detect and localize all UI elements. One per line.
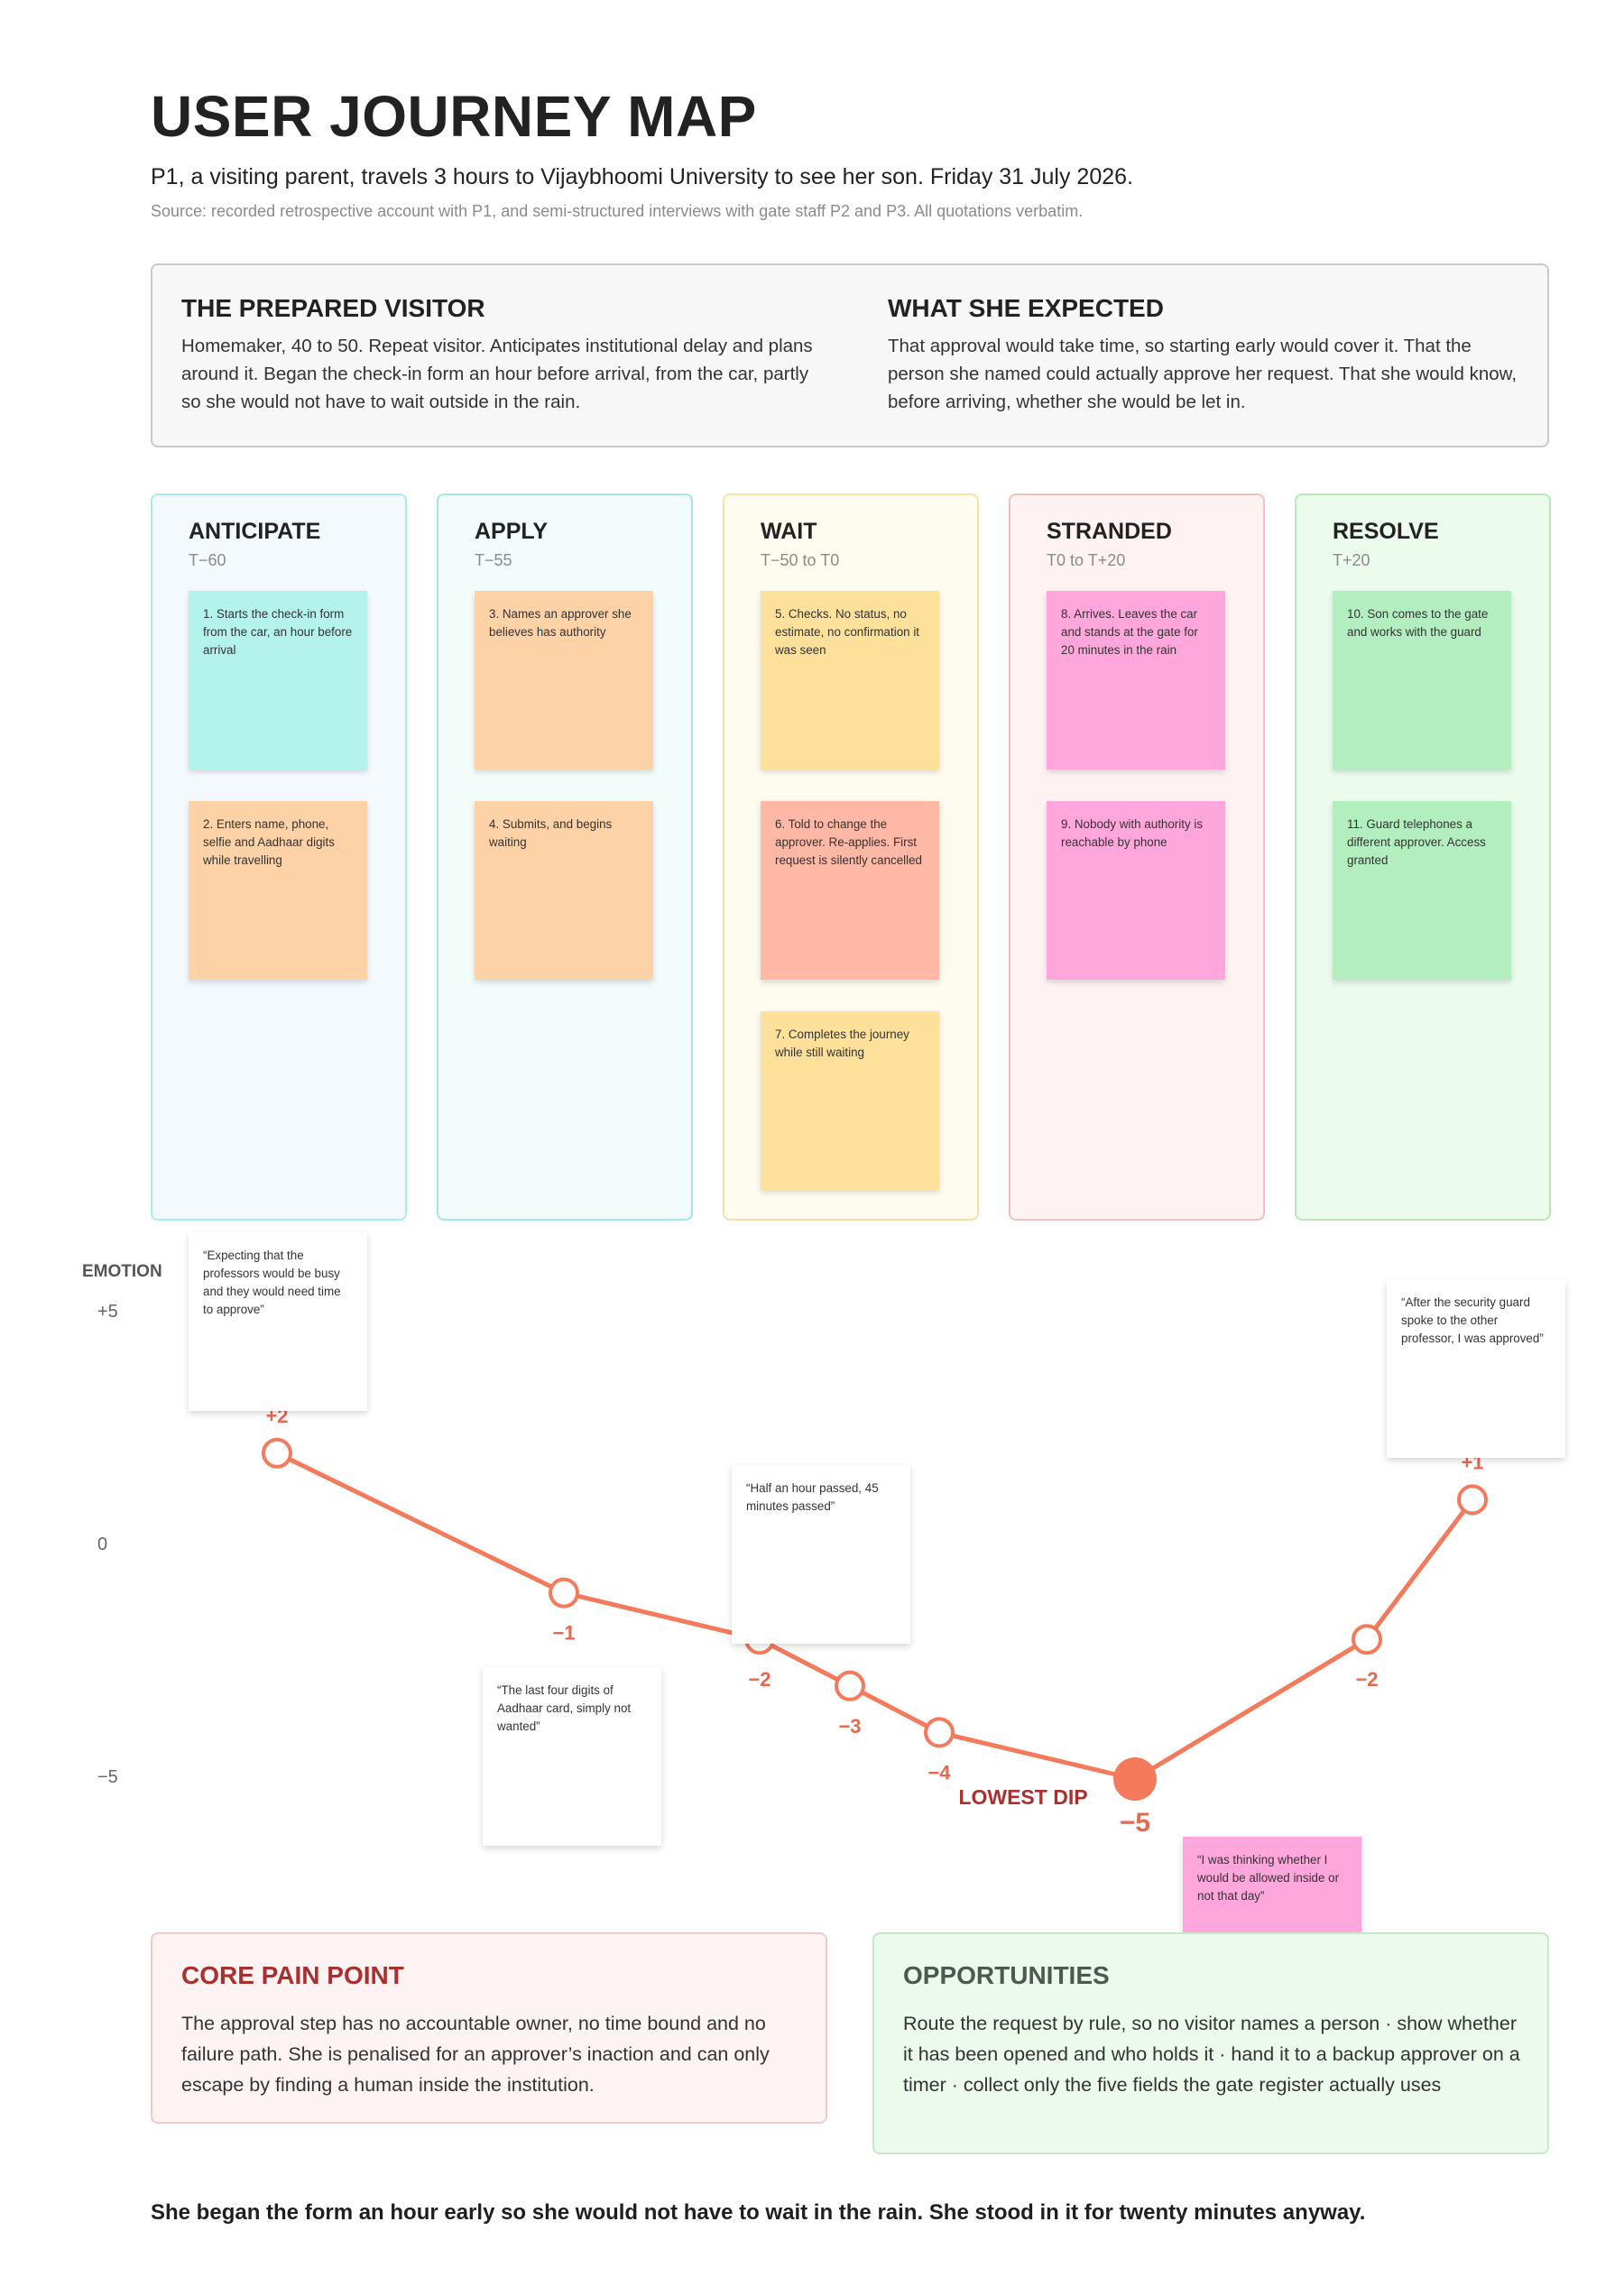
- persona-expectation-title: WHAT SHE EXPECTED: [888, 294, 1164, 322]
- opportunities-panel: OPPORTUNITIES Route the request by rule,…: [872, 1932, 1549, 2154]
- emotion-value-label: −2: [1355, 1668, 1378, 1691]
- quote-card: “Expecting that the professors would be …: [189, 1232, 367, 1411]
- sticky-note: 5. Checks. No status, no estimate, no co…: [761, 591, 939, 770]
- y-tick-plus5: +5: [97, 1302, 118, 1322]
- sticky-note: 4. Submits, and begins waiting: [475, 801, 653, 980]
- opportunities-title: OPPORTUNITIES: [903, 1961, 1110, 1989]
- emotion-value-label: −3: [838, 1715, 861, 1738]
- stage-title: WAIT: [761, 519, 817, 544]
- stage-anticipate: ANTICIPATE T−60 1. Starts the check-in for…: [151, 493, 407, 1221]
- opportunities-text: Route the request by rule, so no visitor…: [903, 2013, 1520, 2096]
- quote-card: “After the security guard spoke to the o…: [1387, 1279, 1565, 1458]
- quote-card: “The last four digits of Aadhaar card, s…: [483, 1667, 661, 1846]
- closing-statement: She began the form an hour early so she …: [151, 2200, 1366, 2225]
- emotion-point: [549, 1577, 579, 1609]
- stage-title: RESOLVE: [1333, 519, 1439, 544]
- y-tick-zero: 0: [97, 1535, 108, 1554]
- emotion-point: [1352, 1624, 1382, 1655]
- stage-wait: WAIT T−50 to T0 5. Checks. No status, no e…: [723, 493, 979, 1221]
- emotion-point: [924, 1717, 955, 1748]
- sticky-note: 2. Enters name, phone, selfie and Aadhaa…: [189, 801, 367, 980]
- sticky-note: 8. Arrives. Leaves the car and stands at…: [1047, 591, 1225, 770]
- page-subtitle: P1, a visiting parent, travels 3 hours t…: [151, 164, 1133, 189]
- emotion-value-label: −4: [927, 1761, 951, 1784]
- persona-panel: THE PREPARED VISITOR Homemaker, 40 to 50…: [151, 263, 1549, 447]
- stage-time: T0 to T+20: [1047, 551, 1126, 569]
- persona-expectation: WHAT SHE EXPECTED That approval would ta…: [888, 294, 1519, 416]
- pain-text: The approval step has no accountable own…: [181, 2013, 770, 2096]
- quote-card: “Half an hour passed, 45 minutes passed”: [732, 1465, 910, 1644]
- y-tick-minus5: −5: [97, 1767, 118, 1787]
- emotion-value-label: −5: [1120, 1808, 1150, 1838]
- emotion-point: [262, 1437, 292, 1469]
- sticky-note: 10. Son comes to the gate and works with…: [1333, 591, 1511, 770]
- stage-title: ANTICIPATE: [189, 519, 321, 544]
- persona-expectation-text: That approval would take time, so starti…: [888, 336, 1518, 412]
- stage-time: T−50 to T0: [761, 551, 840, 569]
- pain-title: CORE PAIN POINT: [181, 1961, 404, 1989]
- stage-title: APPLY: [475, 519, 549, 544]
- stage-resolve: RESOLVE T+20 10. Son comes to the gate and…: [1295, 493, 1551, 1221]
- stage-title: STRANDED: [1047, 519, 1172, 544]
- source-note: Source: recorded retrospective account w…: [151, 202, 1084, 220]
- sticky-note: 7. Completes the journey while still wai…: [761, 1011, 939, 1190]
- persona-visitor: THE PREPARED VISITOR Homemaker, 40 to 50…: [181, 294, 813, 416]
- emotion-line: [275, 1451, 1474, 1782]
- stage-time: T−60: [189, 551, 226, 569]
- emotion-value-label: −2: [748, 1668, 770, 1691]
- sticky-note: 1. Starts the check-in form from the car…: [189, 591, 367, 770]
- emotion-point: [1457, 1484, 1488, 1516]
- sticky-note: 6. Told to change the approver. Re-appli…: [761, 801, 939, 980]
- stage-apply: APPLY T−55 3. Names an approver she believ…: [437, 493, 693, 1221]
- stage-time: T+20: [1333, 551, 1370, 569]
- emotion-axis-title: EMOTION: [82, 1262, 162, 1281]
- core-pain-point-panel: CORE PAIN POINT The approval step has no…: [151, 1932, 827, 2124]
- sticky-note: 3. Names an approver she believes has au…: [475, 591, 653, 770]
- stage-time: T−55: [475, 551, 512, 569]
- lowest-dip-label: LOWEST DIP: [958, 1785, 1087, 1809]
- persona-visitor-text: Homemaker, 40 to 50. Repeat visitor. Ant…: [181, 336, 813, 412]
- sticky-note: 9. Nobody with authority is reachable by…: [1047, 801, 1225, 980]
- emotion-point: [835, 1670, 865, 1701]
- persona-visitor-title: THE PREPARED VISITOR: [181, 294, 485, 322]
- sticky-note: 11. Guard telephones a different approve…: [1333, 801, 1511, 980]
- emotion-value-label: −1: [552, 1622, 575, 1645]
- page-title: USER JOURNEY MAP: [151, 84, 757, 149]
- stage-stranded: STRANDED T0 to T+20 8. Arrives. Leaves the…: [1009, 493, 1265, 1221]
- lowest-point-marker: [1113, 1757, 1157, 1801]
